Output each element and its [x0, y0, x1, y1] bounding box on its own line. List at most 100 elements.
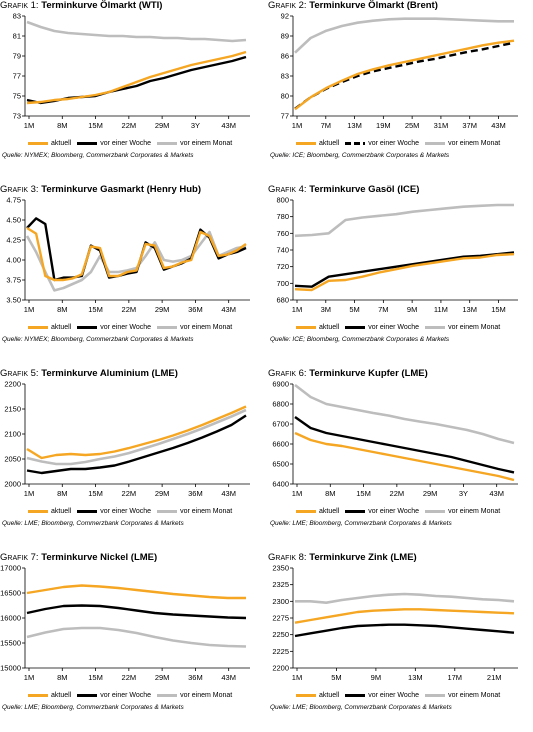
y-tick-label: 4.00	[6, 256, 21, 265]
x-tick-label: 15M	[491, 305, 506, 314]
series-line-vor-einem-monat	[294, 17, 514, 54]
legend-swatch	[157, 326, 178, 329]
chart-title-prefix: Grafik 7:	[0, 552, 42, 563]
y-tick-label: 86	[281, 52, 289, 61]
y-tick-label: 2200	[4, 380, 21, 389]
legend-label: aktuell	[319, 324, 340, 331]
legend-item: vor einem Monat	[157, 508, 232, 515]
legend-swatch	[345, 326, 366, 329]
x-tick-label: 11M	[434, 305, 448, 314]
chart-title-text: Terminkurve Aluminium (LME)	[41, 368, 178, 379]
legend-label: aktuell	[319, 692, 340, 699]
chart-plot: 680 700 720 740 760 780 800 1M 3M 5M 7M 9M 11M 13M 15M	[276, 196, 518, 314]
legend-swatch	[157, 510, 178, 513]
y-tick-label: 6700	[272, 420, 289, 429]
x-tick-label: 17M	[447, 673, 462, 682]
chart-panel-4: Grafik 4: Terminkurve Gasöl (ICE) 680 700 7…	[268, 184, 533, 364]
series-line-vor-einer-woche	[294, 251, 515, 288]
legend-swatch	[28, 326, 48, 329]
chart-plot: 3.50 3.75 4.00 4.25 4.50 4.75 1M 8M 15M 22M 29M 36M…	[6, 196, 250, 314]
chart-plot: 73 75 77 79 81 83 1M 8M 15M 22M 29M 3Y 43M	[13, 12, 250, 130]
x-tick-label: 8M	[57, 121, 67, 130]
y-tick-label: 760	[276, 229, 289, 238]
y-tick-label: 80	[281, 92, 289, 101]
legend-item: vor einem Monat	[157, 140, 232, 147]
legend-label: aktuell	[51, 508, 72, 515]
x-tick-label: 13M	[347, 121, 362, 130]
y-tick-label: 6500	[272, 460, 289, 469]
x-tick-label: 29M	[423, 489, 438, 498]
y-tick-label: 77	[281, 112, 289, 121]
chart-title-text: Terminkurve Nickel (LME)	[41, 552, 158, 563]
chart-title-text: Terminkurve Gasöl (ICE)	[309, 184, 420, 195]
series-line-aktuell	[294, 39, 515, 111]
chart-title: Grafik 6: Terminkurve Kupfer (LME)	[268, 368, 428, 379]
legend-swatch	[296, 326, 316, 329]
legend-label: aktuell	[51, 324, 72, 331]
chart-plot: 2200 2225 2250 2275 2300 2325 2350 1M 5M 9M 13M 17M…	[272, 564, 518, 682]
chart-title: Grafik 2: Terminkurve Ölmarkt (Brent)	[268, 0, 438, 11]
y-tick-label: 6400	[272, 480, 289, 489]
chart-title: Grafik 1: Terminkurve Ölmarkt (WTI)	[0, 0, 162, 11]
y-tick-label: 2050	[4, 455, 21, 464]
x-tick-label: 1M	[24, 489, 34, 498]
x-tick-label: 13M	[462, 305, 477, 314]
x-tick-label: 5M	[331, 673, 341, 682]
x-tick-label: 36M	[188, 305, 203, 314]
legend-item: aktuell	[28, 140, 71, 147]
x-tick-label: 43M	[221, 673, 236, 682]
chart-title-text: Terminkurve Ölmarkt (Brent)	[309, 0, 438, 11]
y-tick-label: 2225	[272, 647, 289, 656]
y-tick-label: 2000	[4, 480, 21, 489]
legend-item: aktuell	[28, 692, 71, 699]
x-tick-label: 21M	[487, 673, 502, 682]
series-line-aktuell	[26, 226, 247, 282]
legend-item: vor einer Woche	[77, 324, 151, 331]
legend-item: vor einem Monat	[425, 324, 500, 331]
x-tick-label: 3Y	[459, 489, 468, 498]
legend-item: aktuell	[296, 692, 339, 699]
x-tick-label: 19M	[376, 121, 391, 130]
chart-title-prefix: Grafik 5:	[0, 368, 42, 379]
x-tick-label: 3M	[321, 305, 331, 314]
series-line-vor-einem-monat	[26, 20, 247, 43]
legend-label: aktuell	[51, 140, 72, 147]
x-tick-label: 22M	[122, 305, 137, 314]
x-tick-label: 8M	[57, 489, 67, 498]
x-tick-label: 8M	[57, 305, 67, 314]
x-tick-label: 8M	[325, 489, 335, 498]
legend-swatch	[77, 326, 98, 329]
legend-item: vor einer Woche	[345, 140, 419, 147]
x-tick-label: 29M	[155, 673, 170, 682]
chart-panel-2: Grafik 2: Terminkurve Ölmarkt (Brent) 77 8…	[268, 0, 533, 180]
legend-swatch	[77, 510, 98, 513]
x-tick-label: 1M	[24, 673, 34, 682]
chart-panel-6: Grafik 6: Terminkurve Kupfer (LME) 6400 65…	[268, 368, 533, 548]
series-line-aktuell	[294, 253, 515, 292]
legend-label: vor einer Woche	[368, 140, 420, 147]
x-tick-label: 15M	[88, 673, 103, 682]
x-tick-label: 22M	[122, 673, 137, 682]
series-line-vor-einem-monat	[295, 592, 515, 605]
series-line-vor-einer-woche	[26, 414, 247, 475]
chart-legend: aktuell vor einer Woche vor einem Monat	[296, 324, 500, 331]
chart-source: Quelle: LME; Bloomberg, Commerzbank Corp…	[2, 520, 184, 527]
y-tick-label: 77	[13, 72, 21, 81]
chart-panel-5: Grafik 5: Terminkurve Aluminium (LME) 200…	[0, 368, 266, 548]
legend-label: aktuell	[51, 692, 72, 699]
series-line-vor-einer-woche	[294, 41, 515, 110]
legend-swatch	[345, 694, 366, 697]
x-tick-label: 22M	[122, 121, 137, 130]
y-tick-label: 79	[13, 52, 21, 61]
legend-label: vor einem Monat	[448, 508, 501, 515]
legend-swatch	[425, 510, 446, 513]
legend-item: vor einer Woche	[345, 324, 419, 331]
legend-swatch	[28, 510, 48, 513]
x-tick-label: 3Y	[191, 121, 200, 130]
legend-item: aktuell	[296, 324, 339, 331]
chart-title-text: Terminkurve Kupfer (LME)	[309, 368, 428, 379]
y-tick-label: 700	[276, 279, 289, 288]
chart-legend: aktuell vor einer Woche vor einem Monat	[296, 508, 500, 515]
y-tick-label: 83	[13, 12, 21, 21]
legend-label: vor einer Woche	[368, 508, 420, 515]
